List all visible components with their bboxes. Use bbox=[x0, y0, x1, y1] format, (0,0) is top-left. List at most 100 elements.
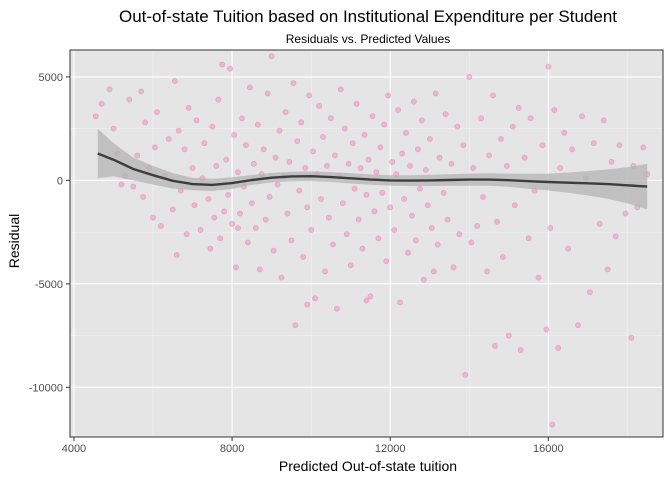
residual-point bbox=[173, 251, 180, 258]
residual-point bbox=[355, 216, 362, 223]
residual-point bbox=[339, 200, 346, 206]
residual-point bbox=[268, 53, 275, 60]
x-axis-title: Predicted Out-of-state tuition bbox=[279, 458, 457, 474]
residual-point bbox=[250, 160, 257, 167]
residual-point bbox=[233, 264, 239, 271]
residual-point bbox=[505, 332, 512, 339]
residual-point bbox=[539, 142, 546, 149]
residual-point bbox=[92, 113, 99, 120]
residual-point bbox=[527, 115, 534, 122]
residual-point bbox=[369, 113, 376, 120]
residual-point bbox=[98, 100, 105, 107]
residual-point bbox=[383, 258, 390, 264]
residual-point bbox=[244, 239, 251, 246]
residual-point bbox=[138, 88, 145, 95]
residual-point bbox=[416, 185, 423, 192]
residual-point bbox=[308, 227, 315, 233]
residual-point bbox=[587, 289, 593, 295]
residual-point bbox=[229, 220, 235, 227]
minor-grid bbox=[70, 50, 663, 437]
residual-point bbox=[266, 193, 273, 200]
residual-point bbox=[460, 142, 467, 149]
residual-point bbox=[242, 142, 249, 149]
residual-point bbox=[418, 117, 425, 124]
residual-point bbox=[171, 78, 178, 84]
residual-point bbox=[365, 156, 372, 163]
residual-point bbox=[426, 136, 433, 142]
residual-point bbox=[357, 165, 364, 171]
residual-point bbox=[278, 274, 285, 281]
residual-point bbox=[292, 322, 299, 329]
residual-point bbox=[470, 165, 477, 171]
residual-point bbox=[410, 98, 417, 105]
residual-point bbox=[399, 150, 405, 157]
residual-point bbox=[324, 162, 330, 169]
residual-point bbox=[478, 115, 484, 122]
residual-point bbox=[490, 92, 496, 99]
residual-point bbox=[590, 140, 597, 146]
residual-point bbox=[575, 322, 581, 329]
residual-point bbox=[207, 245, 214, 252]
residual-point bbox=[235, 169, 241, 175]
residual-point bbox=[430, 268, 437, 275]
residual-point bbox=[213, 162, 220, 169]
panel-border bbox=[69, 49, 664, 438]
residual-point bbox=[169, 206, 176, 213]
y-tick-label: -5000 bbox=[35, 279, 63, 291]
residual-point bbox=[142, 119, 148, 126]
residual-point bbox=[270, 247, 277, 254]
residual-point bbox=[304, 204, 311, 211]
residual-point bbox=[494, 218, 500, 225]
residual-point bbox=[525, 235, 532, 242]
residual-point bbox=[217, 235, 224, 242]
residual-point bbox=[387, 204, 394, 211]
residual-point bbox=[503, 162, 510, 169]
residual-point bbox=[549, 421, 556, 428]
smooth-layer bbox=[97, 128, 648, 210]
residual-point bbox=[306, 92, 313, 99]
residual-point bbox=[486, 152, 492, 159]
plot-panel bbox=[70, 50, 663, 437]
residual-point bbox=[499, 254, 506, 260]
residual-point bbox=[385, 92, 392, 99]
residual-point bbox=[150, 214, 156, 221]
residual-point bbox=[428, 225, 435, 231]
residual-point bbox=[329, 241, 336, 248]
residual-point bbox=[205, 196, 212, 202]
residual-point bbox=[260, 146, 267, 153]
residual-point bbox=[640, 144, 647, 151]
residual-point bbox=[351, 185, 358, 192]
residual-point bbox=[191, 202, 198, 209]
residual-point bbox=[189, 165, 196, 171]
residual-point bbox=[436, 154, 443, 161]
residual-point bbox=[397, 299, 403, 306]
residual-point bbox=[375, 235, 382, 242]
residual-point bbox=[359, 245, 366, 252]
residual-point bbox=[284, 210, 291, 217]
residual-point bbox=[239, 115, 245, 122]
residual-point bbox=[440, 189, 447, 196]
residual-point bbox=[579, 113, 585, 120]
y-tick-label: 0 bbox=[57, 175, 63, 187]
residual-point bbox=[367, 293, 374, 300]
residual-point bbox=[414, 146, 421, 153]
residual-point bbox=[608, 158, 615, 165]
residual-point bbox=[225, 191, 231, 198]
residual-point bbox=[363, 191, 370, 198]
residual-point bbox=[322, 268, 328, 275]
residual-point bbox=[422, 167, 429, 173]
residual-point bbox=[246, 84, 253, 91]
residual-point bbox=[215, 96, 222, 103]
residual-point bbox=[444, 216, 451, 223]
residual-point bbox=[345, 160, 352, 167]
residual-point bbox=[407, 162, 413, 169]
residual-point bbox=[106, 86, 113, 93]
residual-point bbox=[561, 129, 568, 136]
residual-point bbox=[432, 90, 439, 97]
residual-point bbox=[197, 227, 204, 233]
residual-point bbox=[310, 148, 316, 155]
residual-point bbox=[320, 133, 326, 140]
residual-point bbox=[547, 225, 554, 231]
residual-point bbox=[363, 297, 370, 304]
residual-point bbox=[294, 138, 301, 144]
